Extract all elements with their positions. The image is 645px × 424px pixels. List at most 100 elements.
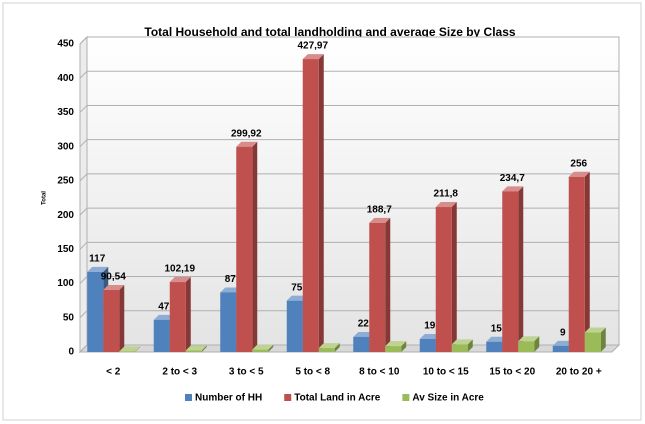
grid-line (79, 70, 619, 79)
bar-top (236, 141, 258, 147)
data-label: 256 (570, 158, 587, 169)
y-tick-label: 200 (57, 210, 74, 221)
y-tick-label: 100 (57, 278, 74, 289)
bar-top (584, 327, 606, 333)
grid-line (79, 104, 619, 113)
bar-top (169, 277, 191, 283)
bar (502, 191, 519, 352)
bar (369, 222, 386, 352)
data-label: 234,7 (500, 173, 525, 184)
bar (103, 290, 120, 352)
bar-top (286, 295, 308, 301)
data-label: 19 (424, 321, 436, 332)
data-label: 75 (291, 282, 303, 293)
y-axis-label: Total (42, 191, 48, 205)
bar (568, 176, 585, 352)
bar-top (502, 186, 524, 192)
bar (236, 146, 253, 352)
x-tick-label: 8 to < 10 (359, 367, 400, 378)
bar (119, 351, 136, 352)
bar (169, 282, 186, 352)
bar-top (103, 285, 125, 291)
bar (185, 350, 202, 352)
y-tick-label: 350 (57, 107, 74, 118)
bar-side (600, 327, 606, 352)
legend-swatch (284, 394, 292, 401)
bar-top (153, 314, 175, 320)
bar (286, 300, 303, 352)
data-label: 87 (225, 274, 237, 285)
bar-side (252, 141, 258, 352)
legend-label: Number of HH (195, 393, 262, 404)
bar-top (486, 336, 508, 342)
bar-top (419, 333, 441, 339)
bar-top (369, 217, 391, 223)
bar-top (518, 336, 540, 342)
x-tick-label: 10 to < 15 (423, 367, 469, 378)
bar (584, 332, 601, 352)
side-wall (79, 35, 88, 354)
bar (353, 336, 370, 352)
legend-label: Total Land in Acre (294, 393, 381, 404)
data-label: 211,8 (434, 189, 459, 200)
y-tick-label: 450 (57, 39, 74, 50)
bar-top (220, 287, 242, 293)
y-tick-label: 400 (57, 73, 74, 84)
x-tick-label: 20 to 20 + (556, 367, 602, 378)
data-label: 90,54 (101, 272, 126, 283)
bar-top (318, 343, 340, 349)
grid-line (79, 139, 619, 148)
data-label: 117 (89, 254, 106, 265)
legend-label: Av Size in Acre (412, 393, 484, 404)
x-tick-label: 2 to < 3 (162, 367, 197, 378)
data-label: 47 (158, 301, 170, 312)
bar-top (87, 266, 109, 272)
data-label: 22 (358, 319, 370, 330)
bar (153, 319, 170, 352)
bar-top (302, 54, 324, 60)
data-label: 9 (560, 327, 566, 338)
legend-swatch (185, 394, 192, 401)
bar (419, 338, 436, 352)
back-wall (86, 36, 620, 346)
bar-top (435, 202, 457, 208)
bar (385, 346, 402, 352)
bar-top (451, 339, 473, 345)
x-tick-label: < 2 (106, 367, 121, 378)
x-tick-label: 15 to < 20 (489, 367, 535, 378)
y-tick-label: 150 (57, 244, 74, 255)
y-tick-label: 50 (63, 312, 75, 323)
bar-side (385, 217, 391, 352)
bar-side (268, 344, 274, 352)
bar (486, 341, 503, 352)
bar-top (119, 346, 141, 352)
data-label: 15 (491, 323, 503, 334)
y-tick-label: 250 (57, 176, 74, 187)
bar-side (518, 186, 524, 352)
bar (87, 271, 104, 352)
data-label: 299,92 (231, 128, 262, 139)
bar (252, 349, 269, 352)
bar-side (401, 341, 407, 352)
bar (302, 59, 319, 353)
bar-side (584, 171, 590, 352)
y-tick-label: 0 (68, 347, 74, 358)
bar-top (568, 171, 590, 177)
bar-side (119, 285, 125, 352)
bar-side (534, 336, 540, 352)
legend-swatch (402, 394, 410, 401)
bar-side (334, 343, 340, 352)
bar-top (353, 331, 375, 337)
bar-side (185, 277, 191, 352)
bar (552, 345, 569, 352)
data-label: 102,19 (164, 264, 195, 275)
x-tick-label: 5 to < 8 (295, 367, 330, 378)
bar-side (451, 202, 457, 352)
bar-top (385, 341, 407, 347)
bar (435, 207, 452, 352)
bar-top (552, 340, 574, 346)
data-label: 188,7 (367, 204, 392, 215)
bar (220, 292, 237, 352)
grid-line (79, 36, 619, 45)
data-label: 427,97 (297, 41, 328, 52)
